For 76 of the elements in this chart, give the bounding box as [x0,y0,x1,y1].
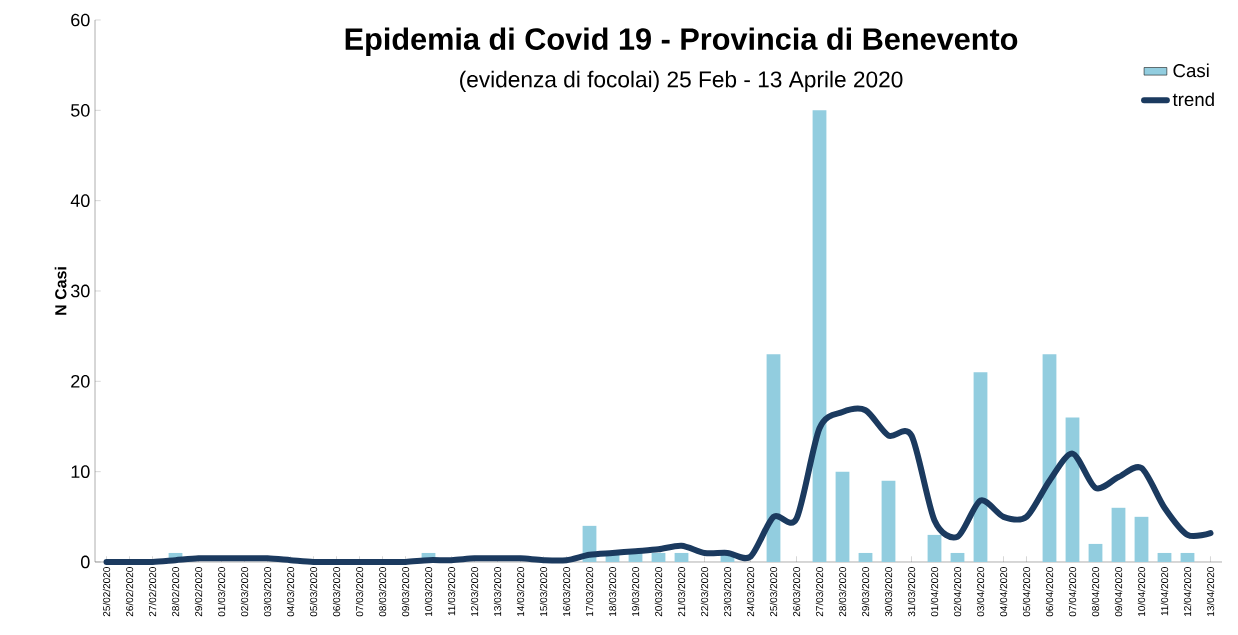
bar [1088,543,1103,562]
x-tick-label: 30/03/2020 [884,567,893,617]
bar [927,534,942,562]
bar [1134,516,1149,562]
y-tick-label: 40 [70,194,90,208]
x-tick-label: 24/03/2020 [746,567,755,617]
x-tick-label: 05/04/2020 [1022,567,1031,617]
x-tick-label: 08/03/2020 [378,567,387,617]
x-tick-label: 17/03/2020 [585,567,594,616]
x-tick-label: 14/03/2020 [516,567,525,616]
x-tick-label: 15/03/2020 [539,567,548,616]
y-tick-label: 20 [71,374,90,388]
x-tick-label: 26/02/2020 [125,567,134,617]
bar [973,372,988,562]
x-tick-label: 07/03/2020 [355,567,364,617]
x-tick-label: 21/03/2020 [677,567,686,617]
bar [835,471,850,562]
x-tick-label: 18/03/2020 [608,567,617,616]
chart-title: Epidemia di Covid 19 - Provincia di Benevento [345,27,1018,56]
x-tick-label: 25/02/2020 [102,567,111,617]
x-tick-label: 06/04/2020 [1045,567,1054,617]
x-tick-label: 16/03/2020 [562,567,571,616]
x-tick-label: 12/03/2020 [470,567,479,616]
x-tick-label: 23/03/2020 [723,567,732,617]
y-tick-label: 30 [70,284,90,298]
x-tick-label: 19/03/2020 [631,567,640,616]
x-tick-label: 12/04/2020 [1183,567,1192,616]
bar [881,480,896,562]
x-tick-label: 31/03/2020 [907,567,916,617]
x-tick-label: 03/03/2020 [263,567,272,617]
x-tick-label: 07/04/2020 [1068,567,1077,617]
x-tick-label: 11/04/2020 [1160,567,1169,616]
x-tick-label: 10/03/2020 [424,567,433,616]
y-tick-label: 60 [71,13,90,27]
x-tick-label: 13/04/2020 [1206,567,1215,616]
x-tick-label: 09/03/2020 [401,567,410,617]
x-tick-label: 11/03/2020 [447,567,456,616]
x-tick-label: 08/04/2020 [1091,567,1100,617]
legend-label: trend [1172,92,1214,107]
x-tick-label: 01/04/2020 [930,567,939,617]
x-tick-label: 13/03/2020 [493,567,502,616]
x-tick-label: 28/03/2020 [838,567,847,617]
x-tick-label: 04/04/2020 [999,567,1008,617]
x-tick-label: 29/02/2020 [194,567,203,617]
y-tick-label: 50 [70,103,90,117]
y-tick-label: 0 [81,555,90,569]
x-tick-label: 27/02/2020 [148,567,157,617]
bar [651,552,666,562]
x-tick-label: 06/03/2020 [332,567,341,617]
x-tick-label: 26/03/2020 [792,567,801,617]
bar [674,552,689,562]
x-tick-label: 27/03/2020 [815,567,824,617]
bar [950,552,965,562]
x-tick-label: 03/04/2020 [976,567,985,617]
bar [1111,507,1126,562]
x-tick-label: 28/02/2020 [171,567,180,617]
bar [812,110,827,562]
y-tick-label: 10 [71,465,90,479]
bar [1157,552,1172,562]
x-tick-label: 20/03/2020 [654,567,663,617]
x-tick-label: 25/03/2020 [769,567,778,617]
bar [766,354,781,562]
x-tick-label: 05/03/2020 [309,567,318,617]
x-tick-label: 01/03/2020 [217,567,226,617]
text: (evidenza di focolai) 25 Feb - 13 Aprile 2020 [460,70,903,92]
y-axis-title: N Casi [54,267,67,315]
bar [858,552,873,562]
x-tick-label: 22/03/2020 [700,567,709,617]
x-tick-label: 02/03/2020 [240,567,249,617]
x-tick-label: 10/04/2020 [1137,567,1146,616]
x-tick-label: 29/03/2020 [861,567,870,617]
x-tick-label: 02/04/2020 [953,567,962,617]
legend-label: Casi [1173,63,1209,78]
x-tick-label: 09/04/2020 [1114,567,1123,617]
bar [1180,552,1195,562]
x-tick-label: 04/03/2020 [286,567,295,617]
